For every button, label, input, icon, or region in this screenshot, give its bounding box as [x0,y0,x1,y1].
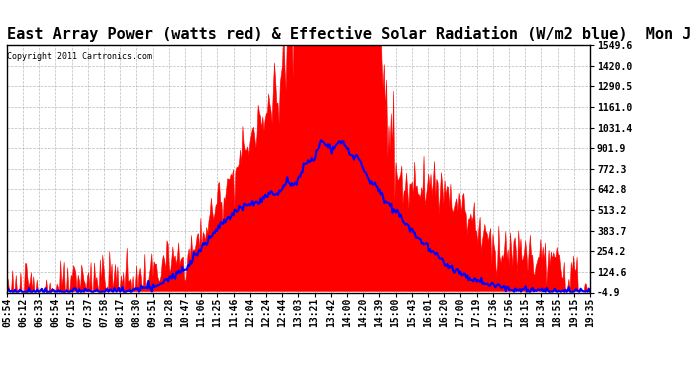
Text: East Array Power (watts red) & Effective Solar Radiation (W/m2 blue)  Mon Jun 20: East Array Power (watts red) & Effective… [7,27,690,42]
Text: Copyright 2011 Cartronics.com: Copyright 2011 Cartronics.com [8,53,152,62]
